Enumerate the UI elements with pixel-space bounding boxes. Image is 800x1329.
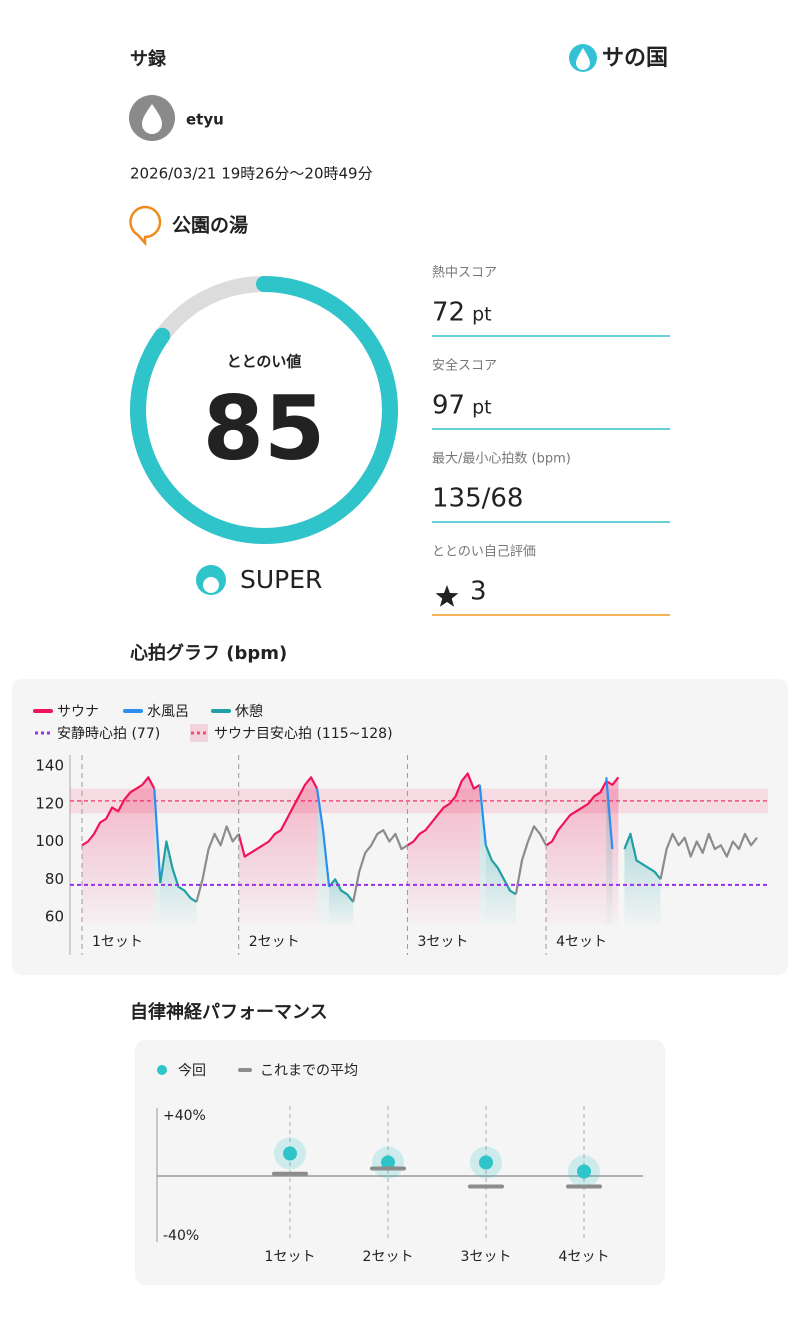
- section-title: 自律神経パフォーマンス: [130, 1001, 328, 1023]
- line: [406, 772, 481, 847]
- area: [82, 777, 155, 925]
- line: [195, 825, 240, 903]
- logo-text: サの国: [602, 46, 668, 71]
- stat-value: 72: [432, 298, 465, 328]
- line: [514, 825, 548, 895]
- dot: [577, 1164, 591, 1179]
- stat-label: 熱中スコア: [432, 266, 497, 281]
- average-bar: [370, 1166, 406, 1171]
- line: [352, 829, 409, 903]
- legend-label: 水風呂: [147, 704, 189, 720]
- set-label: 1セット: [92, 934, 143, 950]
- target-band: [70, 788, 768, 814]
- rank: SUPER: [240, 565, 322, 594]
- y-tick-label: -40%: [163, 1228, 199, 1244]
- line: [478, 784, 487, 846]
- stat-unit: pt: [472, 304, 492, 326]
- average-bar: [566, 1184, 602, 1189]
- stat-value: 135/68: [432, 484, 523, 514]
- area: [624, 833, 661, 925]
- line: [159, 840, 198, 903]
- y-tick-label: 100: [35, 832, 64, 850]
- stat-unit: pt: [472, 397, 492, 419]
- section-title: 心拍グラフ (bpm): [130, 642, 287, 664]
- line: [659, 832, 758, 880]
- legend-label: これまでの平均: [260, 1063, 358, 1079]
- app-title: サ録: [130, 48, 167, 70]
- legend-label: サウナ: [57, 704, 99, 720]
- y-tick-label: 120: [35, 794, 64, 812]
- legend-swatch: [238, 1068, 252, 1072]
- legend-swatch: [157, 1065, 167, 1075]
- area: [479, 784, 486, 925]
- score-label: ととのい値: [227, 353, 302, 371]
- logo-drop: [576, 48, 590, 70]
- y-tick-label: +40%: [163, 1108, 206, 1124]
- line: [484, 844, 517, 896]
- dot: [381, 1155, 395, 1170]
- legend-label: 今回: [178, 1063, 206, 1079]
- visit-date: 2026/03/21 19時26分〜20時49分: [130, 165, 373, 183]
- y-tick-label: 140: [35, 757, 64, 775]
- star-icon: [435, 585, 459, 607]
- stat-value: 97: [432, 391, 465, 421]
- area: [329, 879, 354, 925]
- stat-label: 最大/最小心拍数 (bpm): [432, 452, 571, 467]
- area: [317, 788, 330, 925]
- score-value: 85: [203, 377, 325, 480]
- line: [153, 788, 162, 884]
- stat-label: ととのい自己評価: [432, 545, 536, 560]
- area: [546, 777, 619, 925]
- avatar-drop: [142, 104, 162, 134]
- stat-value: 3: [470, 577, 487, 607]
- y-tick-label: 80: [45, 870, 64, 888]
- place-name: 公園の湯: [172, 215, 248, 237]
- place-icon: [129, 205, 162, 247]
- legend-label: サウナ目安心拍 (115~128): [214, 726, 393, 742]
- x-tick-label: 1セット: [265, 1249, 316, 1265]
- autonomic-card: [135, 1040, 665, 1285]
- rank-icon-face: [203, 577, 219, 593]
- set-label: 3セット: [417, 934, 468, 950]
- dot: [479, 1155, 493, 1170]
- x-tick-label: 4セット: [559, 1249, 610, 1265]
- line: [328, 878, 355, 903]
- stat-label: 安全スコア: [432, 358, 497, 374]
- average-bar: [468, 1184, 504, 1189]
- gauge-arc: [130, 276, 398, 544]
- area: [407, 773, 480, 925]
- dot: [283, 1146, 297, 1161]
- line: [315, 788, 331, 887]
- area: [238, 777, 318, 925]
- line: [623, 832, 662, 880]
- line: [605, 777, 614, 850]
- x-tick-label: 2セット: [363, 1249, 414, 1265]
- area: [160, 841, 197, 925]
- area: [606, 777, 613, 925]
- y-tick-label: 60: [45, 908, 64, 926]
- user-name: etyu: [186, 111, 224, 129]
- set-label: 4セット: [556, 934, 607, 950]
- line: [81, 776, 156, 847]
- set-label: 2セット: [249, 934, 300, 950]
- average-bar: [272, 1171, 308, 1176]
- line: [237, 776, 319, 858]
- legend-label: 休憩: [235, 703, 263, 720]
- x-tick-label: 3セット: [461, 1249, 512, 1265]
- legend-label: 安静時心拍 (77): [57, 726, 160, 742]
